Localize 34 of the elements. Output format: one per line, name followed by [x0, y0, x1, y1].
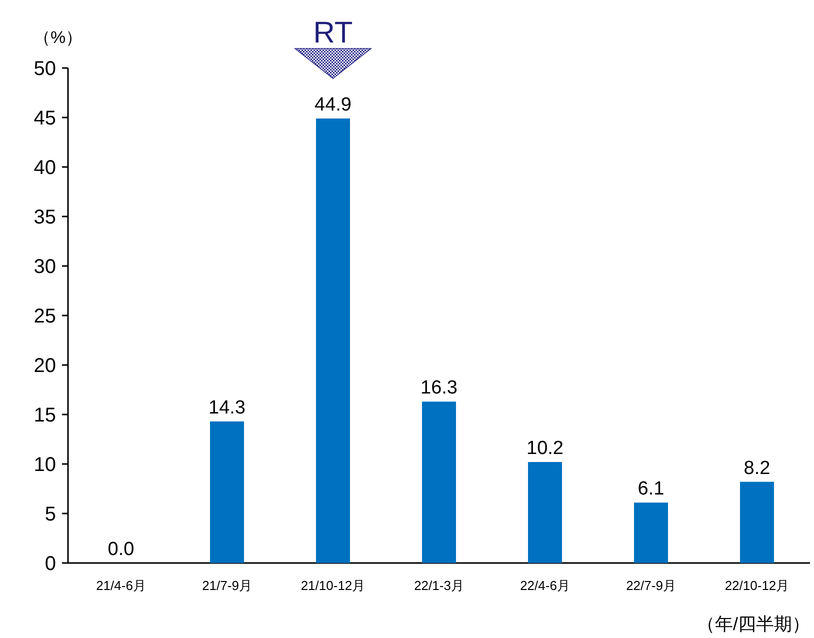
data-label: 16.3: [420, 378, 458, 399]
bar: [316, 118, 350, 563]
x-tick-label: 21/10-12月: [300, 578, 366, 593]
data-label: 44.9: [314, 94, 352, 116]
data-label: 10.2: [526, 438, 564, 460]
x-tick-label: 22/1-3月: [414, 578, 464, 593]
y-tick-label: 15: [34, 404, 56, 426]
data-label: 6.1: [638, 478, 664, 500]
y-tick-label: 20: [34, 355, 56, 377]
y-tick-label: 5: [44, 504, 56, 526]
y-axis-title: （%）: [33, 28, 83, 47]
x-tick-label: 22/4-6月: [520, 578, 570, 593]
x-tick-label: 21/4-6月: [96, 578, 146, 593]
bar: [422, 402, 456, 563]
bar: [528, 462, 562, 563]
bar: [740, 482, 774, 563]
bar: [210, 421, 244, 563]
y-tick-label: 50: [34, 58, 56, 80]
data-label: 8.2: [744, 458, 770, 479]
y-tick-label: 30: [34, 256, 56, 278]
x-axis-title: （年/四半期）: [696, 614, 810, 634]
x-tick-label: 22/7-9月: [626, 578, 676, 593]
x-tick-label: 22/10-12月: [724, 578, 790, 593]
y-tick-label: 25: [34, 306, 56, 328]
data-label: 14.3: [208, 397, 246, 418]
bar: [634, 502, 668, 563]
data-label: 0.0: [108, 539, 134, 560]
x-tick-label: 21/7-9月: [202, 578, 252, 593]
y-tick-label: 0: [44, 553, 56, 575]
y-tick-label: 35: [34, 206, 56, 228]
y-tick-label: 40: [34, 157, 56, 179]
y-tick-label: 10: [34, 454, 56, 476]
annotation: RT: [313, 16, 353, 50]
y-tick-label: 45: [34, 108, 56, 130]
